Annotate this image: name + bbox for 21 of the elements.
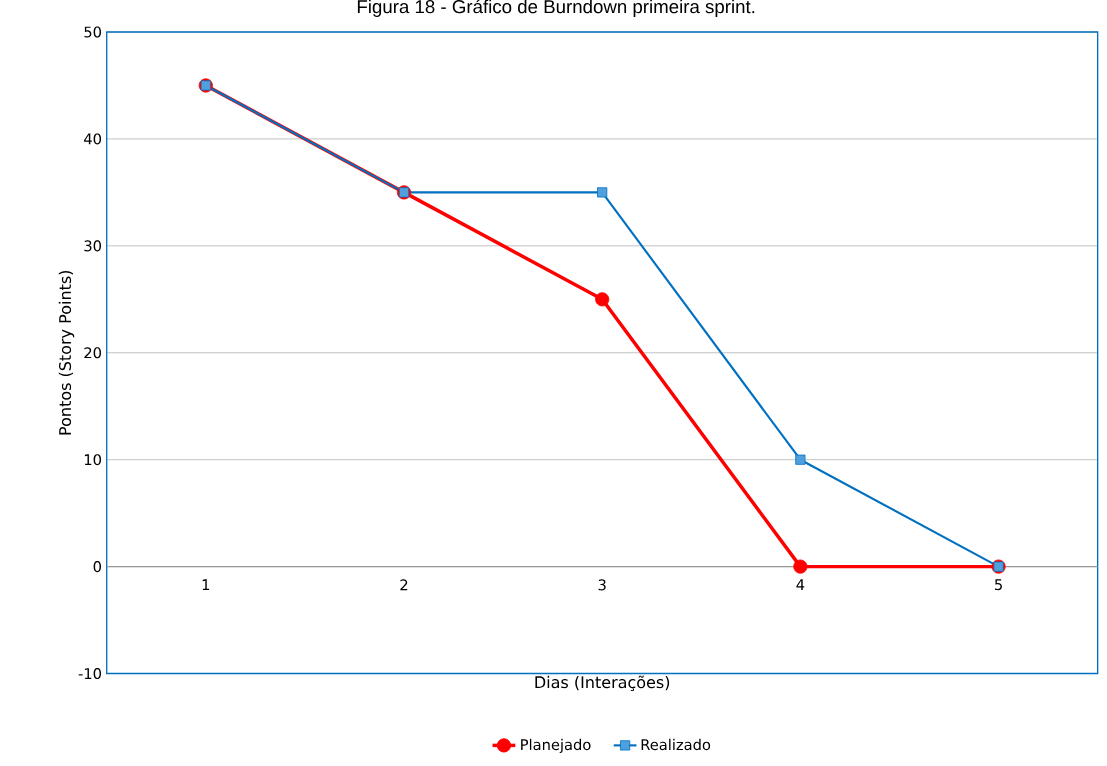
y-tick-label: -10 [78,668,101,680]
y-tick-label: 10 [84,454,101,466]
point [595,292,610,307]
x-tick-label: 2 [400,579,408,591]
y-tick-label: 50 [84,26,101,38]
x-tick-label: 4 [796,579,805,591]
y-tick-label: 0 [93,561,101,573]
x-tick-label: 5 [995,579,1002,591]
y-tick-label: 40 [84,133,101,145]
y-axis-title: Pontos (Story Points) [58,271,75,435]
chart-title: Figura 18 - Gráfico de Burndown primeira sprint. [357,0,755,18]
x-axis-title: Dias (Interações) [535,675,670,692]
y-tick-label: 30 [84,240,101,252]
x-tick-label: 1 [202,579,210,591]
point [597,187,608,198]
legend-label: Planejado [521,739,591,754]
y-tick-label: 20 [84,347,101,359]
point [795,454,806,465]
x-tick-label: 3 [598,579,606,591]
legend-label: Realizado [641,739,711,751]
point [793,559,808,574]
